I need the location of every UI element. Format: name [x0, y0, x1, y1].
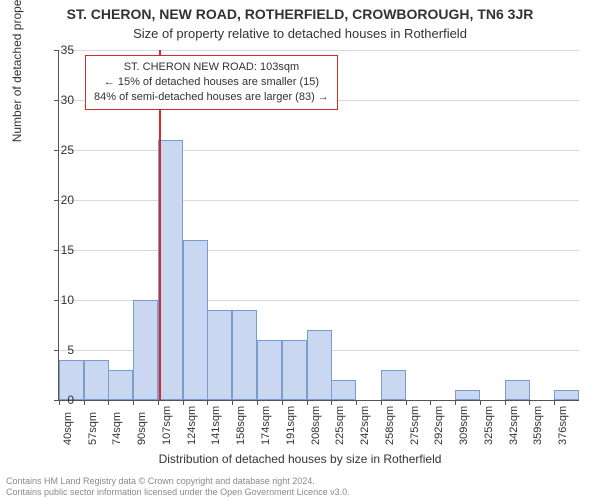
annotation-box: ST. CHERON NEW ROAD: 103sqm ← 15% of det… [85, 55, 338, 110]
xtick-label: 90sqm [136, 412, 148, 445]
footer-attribution: Contains HM Land Registry data © Crown c… [6, 476, 350, 499]
histogram-bar [207, 310, 232, 400]
xtick-label: 174sqm [260, 406, 272, 445]
histogram-bar [108, 370, 133, 400]
xtick-label: 107sqm [161, 406, 173, 445]
annotation-line2: ← 15% of detached houses are smaller (15… [94, 75, 329, 90]
xtick-label: 225sqm [334, 406, 346, 445]
histogram-bar [307, 330, 332, 400]
ytick-label: 0 [26, 393, 74, 407]
ytick-label: 5 [26, 343, 74, 357]
histogram-bar [133, 300, 158, 400]
xtick-label: 309sqm [458, 406, 470, 445]
chart-title-sub: Size of property relative to detached ho… [0, 26, 600, 41]
xtick-label: 124sqm [186, 406, 198, 445]
xtick-label: 208sqm [310, 406, 322, 445]
histogram-bar [232, 310, 257, 400]
xtick-label: 74sqm [111, 412, 123, 445]
y-axis-title: Number of detached properties [10, 0, 24, 142]
histogram-bar [183, 240, 208, 400]
annotation-line1: ST. CHERON NEW ROAD: 103sqm [94, 60, 329, 75]
chart-container: ST. CHERON, NEW ROAD, ROTHERFIELD, CROWB… [0, 0, 600, 500]
histogram-bar [158, 140, 183, 400]
xtick-label: 275sqm [409, 406, 421, 445]
xtick-mark [554, 400, 555, 405]
histogram-bar [257, 340, 282, 400]
ytick-label: 15 [26, 243, 74, 257]
xtick-mark [207, 400, 208, 405]
histogram-bar [331, 380, 356, 400]
xtick-mark [331, 400, 332, 405]
xtick-mark [430, 400, 431, 405]
xtick-label: 342sqm [508, 406, 520, 445]
histogram-bar [282, 340, 307, 400]
xtick-label: 57sqm [87, 412, 99, 445]
ytick-label: 30 [26, 93, 74, 107]
histogram-bar [554, 390, 579, 400]
xtick-label: 359sqm [532, 406, 544, 445]
footer-line2: Contains public sector information licen… [6, 487, 350, 498]
x-axis-title: Distribution of detached houses by size … [0, 452, 600, 466]
xtick-mark [257, 400, 258, 405]
xtick-mark [381, 400, 382, 405]
histogram-bar [505, 380, 530, 400]
xtick-mark [529, 400, 530, 405]
xtick-mark [480, 400, 481, 405]
xtick-mark [232, 400, 233, 405]
histogram-bar [84, 360, 109, 400]
gridline [59, 50, 579, 51]
xtick-mark [406, 400, 407, 405]
ytick-label: 20 [26, 193, 74, 207]
gridline [59, 200, 579, 201]
xtick-mark [133, 400, 134, 405]
annotation-line3: 84% of semi-detached houses are larger (… [94, 90, 329, 105]
xtick-mark [307, 400, 308, 405]
xtick-mark [455, 400, 456, 405]
xtick-mark [108, 400, 109, 405]
gridline [59, 150, 579, 151]
xtick-label: 40sqm [62, 412, 74, 445]
xtick-label: 376sqm [557, 406, 569, 445]
xtick-mark [282, 400, 283, 405]
xtick-label: 258sqm [384, 406, 396, 445]
xtick-label: 158sqm [235, 406, 247, 445]
ytick-label: 10 [26, 293, 74, 307]
histogram-bar [455, 390, 480, 400]
plot-area: ST. CHERON NEW ROAD: 103sqm ← 15% of det… [58, 50, 579, 401]
chart-title-main: ST. CHERON, NEW ROAD, ROTHERFIELD, CROWB… [0, 6, 600, 22]
xtick-mark [183, 400, 184, 405]
histogram-bar [381, 370, 406, 400]
footer-line1: Contains HM Land Registry data © Crown c… [6, 476, 350, 487]
ytick-label: 25 [26, 143, 74, 157]
gridline [59, 250, 579, 251]
xtick-label: 292sqm [433, 406, 445, 445]
xtick-mark [158, 400, 159, 405]
xtick-mark [84, 400, 85, 405]
xtick-label: 191sqm [285, 406, 297, 445]
xtick-label: 141sqm [210, 406, 222, 445]
xtick-mark [356, 400, 357, 405]
ytick-label: 35 [26, 43, 74, 57]
xtick-label: 242sqm [359, 406, 371, 445]
xtick-label: 325sqm [483, 406, 495, 445]
xtick-mark [505, 400, 506, 405]
